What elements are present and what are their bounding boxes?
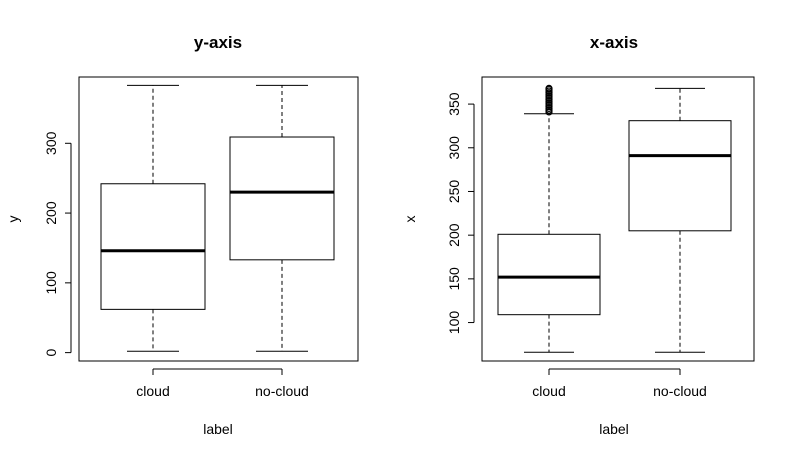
x-tick-label: cloud [532,383,565,399]
iqr-box [229,136,335,261]
x-tick-label: no-cloud [653,383,707,399]
y-tick-label: 200 [43,201,59,225]
y-tick-label: 0 [43,349,59,357]
y-tick-label: 250 [446,180,462,204]
plot-frame [481,76,755,362]
y-axis: 100 150 200 250 300 350 [446,92,475,335]
box-cloud [497,84,601,353]
y-tick-label: 300 [446,136,462,160]
y-tick-label: 300 [43,131,59,155]
iqr-box [497,233,601,316]
panel-y-axis: y-axis label y 0 100 200 300 cloud no-cloud [5,33,359,437]
y-tick-label: 100 [446,311,462,335]
chart-title: x-axis [590,33,638,52]
boxes [497,84,732,353]
plot-frame [78,76,359,362]
iqr-box [100,183,206,310]
boxes [100,84,335,352]
y-tick-label: 150 [446,267,462,291]
x-axis: cloud no-cloud [532,368,707,399]
box-cloud [100,84,206,352]
panel-x-axis: x-axis label x 100 150 200 250 300 350 cloud n… [402,33,755,437]
box-no-cloud [628,87,732,353]
y-tick-label: 200 [446,223,462,247]
x-axis-label: label [203,421,233,437]
x-tick-label: cloud [136,383,169,399]
x-axis: cloud no-cloud [136,368,309,399]
y-axis-label: y [5,216,21,223]
box-no-cloud [229,84,335,352]
x-tick-label: no-cloud [255,383,309,399]
y-axis: 0 100 200 300 [43,131,72,357]
y-tick-label: 350 [446,92,462,116]
chart-title: y-axis [194,33,242,52]
outlier-point [545,84,553,92]
iqr-box [628,120,732,232]
y-axis-label: x [402,216,418,223]
y-tick-label: 100 [43,271,59,295]
x-axis-label: label [599,421,629,437]
